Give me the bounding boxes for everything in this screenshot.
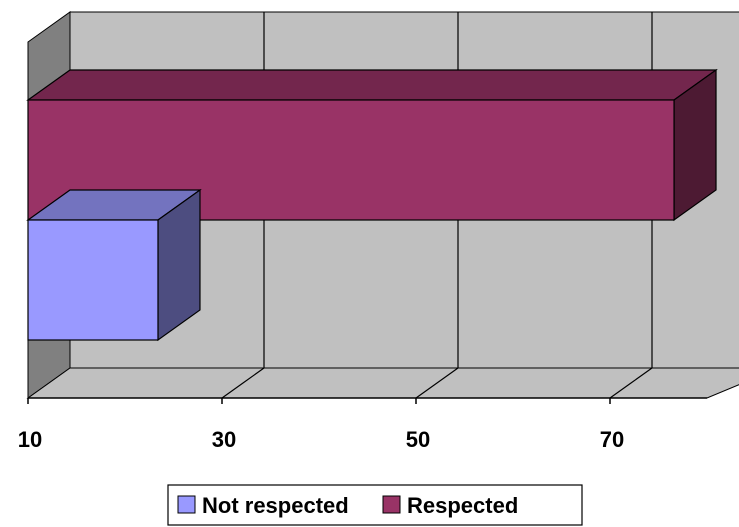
gridline-floor [609, 367, 653, 399]
tick-label: 70 [600, 427, 624, 452]
gridline-floor [415, 367, 459, 399]
tick-label: 10 [18, 427, 42, 452]
legend-box [167, 484, 583, 526]
gridline-floor [221, 367, 265, 399]
tick-label: 50 [406, 427, 430, 452]
legend-swatch-respected [382, 495, 401, 514]
floor [26, 367, 739, 399]
legend-label-not-respected: Not respected [202, 493, 349, 518]
legend-label-respected: Respected [407, 493, 518, 518]
tick-label: 30 [212, 427, 236, 452]
legend-swatch-not-respected [177, 495, 196, 514]
bar-front-face [27, 219, 159, 341]
bar-top-face [26, 69, 718, 101]
